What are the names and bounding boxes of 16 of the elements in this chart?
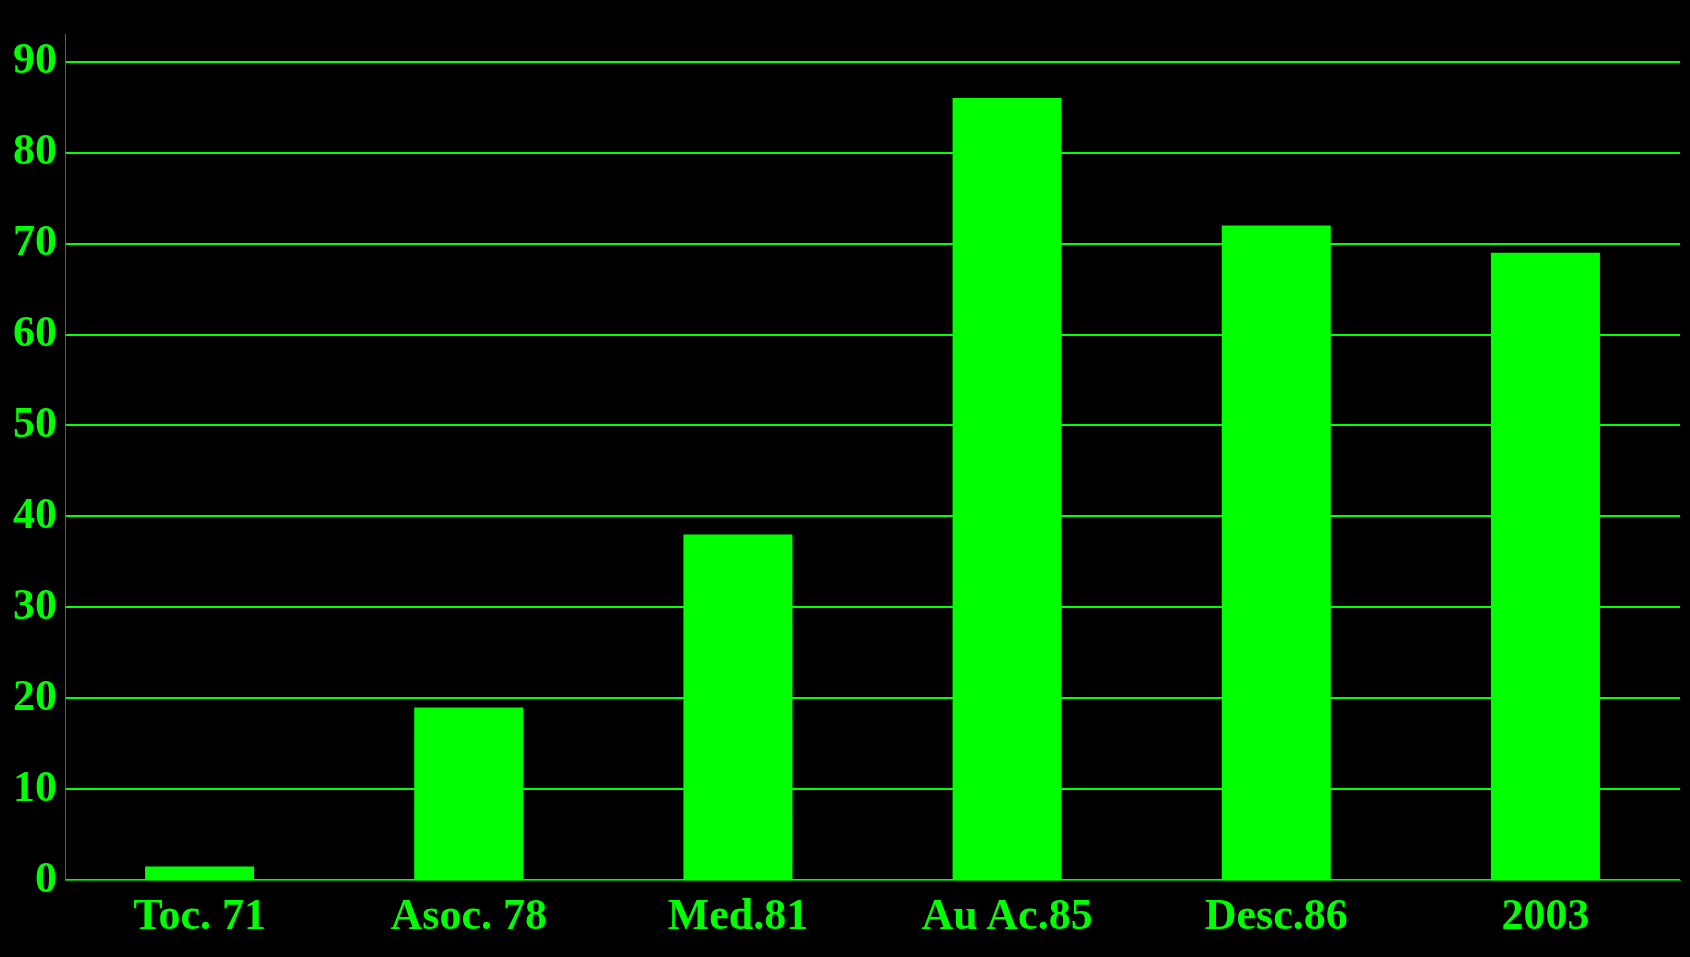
y-tick-label: 70 — [13, 215, 57, 265]
y-tick-label: 60 — [13, 306, 57, 356]
x-tick-label: Toc. 71 — [133, 889, 267, 939]
x-tick-label: Au Ac.85 — [921, 889, 1093, 939]
y-tick-label: 90 — [13, 34, 57, 84]
x-tick-label: Asoc. 78 — [390, 889, 547, 939]
y-tick-label: 30 — [13, 579, 57, 629]
x-tick-label: Desc.86 — [1204, 889, 1348, 939]
y-tick-label: 50 — [13, 397, 57, 447]
x-tick-label: 2003 — [1501, 889, 1590, 939]
y-tick-label: 20 — [13, 670, 57, 720]
y-tick-label: 0 — [35, 852, 57, 902]
x-tick-label: Med.81 — [667, 889, 809, 939]
y-tick-label: 40 — [13, 488, 57, 538]
y-tick-label: 80 — [13, 124, 57, 174]
y-tick-label: 10 — [13, 761, 57, 811]
